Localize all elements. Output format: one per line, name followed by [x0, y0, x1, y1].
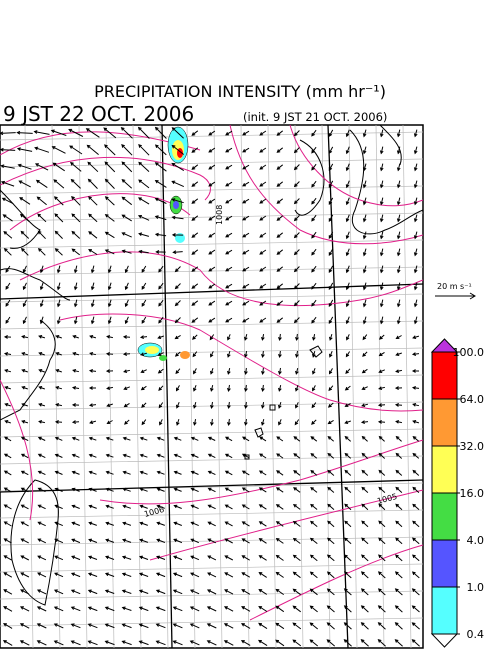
colorbar-tick-label: 1.0: [467, 581, 485, 594]
grid-line: [375, 124, 385, 649]
grid-line: [0, 455, 424, 465]
isobars: [0, 124, 424, 621]
colorbar-tick-label: 16.0: [460, 487, 485, 500]
grid-line: [348, 124, 358, 649]
colorbar-tick-label: 0.4: [467, 628, 485, 641]
grid-line: [0, 212, 424, 222]
grid-line: [0, 293, 424, 303]
graticule: [0, 124, 424, 649]
grid-line: [78, 124, 88, 649]
grid-line: [159, 124, 169, 649]
grid-line: [321, 124, 331, 649]
grid-line: [0, 617, 424, 627]
grid-line: [24, 124, 34, 649]
grid-line: [240, 124, 250, 649]
colorbar-bin: [431, 586, 458, 635]
grid-line: [51, 124, 61, 649]
domain-lines: [0, 124, 424, 649]
grid-line: [213, 124, 223, 649]
init-time: (init. 9 JST 21 OCT. 2006): [243, 110, 387, 124]
colorbar-bin: [431, 351, 458, 400]
grid-line: [0, 563, 424, 573]
wind-vectors: [0, 126, 420, 647]
colorbar-bin: [431, 492, 458, 541]
grid-line: [186, 124, 196, 649]
colorbar: 100.0 64.0 32.0 16.0 4.0 1.0 0.4: [430, 338, 485, 648]
grid-line: [0, 509, 424, 519]
colorbar-tick-label: 64.0: [460, 393, 485, 406]
map: 1008 1006 1005: [0, 124, 424, 649]
wind-scale-arrow: [435, 292, 476, 300]
colorbar-tick-label: 32.0: [460, 440, 485, 453]
colorbar-bin: [431, 398, 458, 447]
valid-time: 9 JST 22 OCT. 2006: [3, 102, 194, 126]
map-frame: [0, 124, 424, 649]
grid-line: [105, 124, 115, 649]
coastlines: [0, 124, 424, 606]
colorbar-under: [430, 633, 459, 648]
grid-line: [267, 124, 277, 649]
title: PRECIPITATION INTENSITY (mm hr⁻¹): [94, 82, 386, 101]
colorbar-tick-label: 100.0: [453, 346, 485, 359]
grid-line: [0, 158, 424, 168]
grid-line: [0, 185, 424, 195]
grid-line: [0, 590, 424, 600]
contour-label: 1008: [215, 205, 224, 225]
colorbar-tick-label: 4.0: [467, 534, 485, 547]
grid-line: [132, 124, 142, 649]
wind-scale-label: 20 m s⁻¹: [437, 282, 472, 291]
colorbar-bin: [431, 539, 458, 588]
grid-line: [0, 320, 424, 330]
grid-line: [402, 124, 412, 649]
colorbar-bin: [431, 445, 458, 494]
grid-line: [0, 239, 424, 249]
grid-line: [0, 428, 424, 438]
